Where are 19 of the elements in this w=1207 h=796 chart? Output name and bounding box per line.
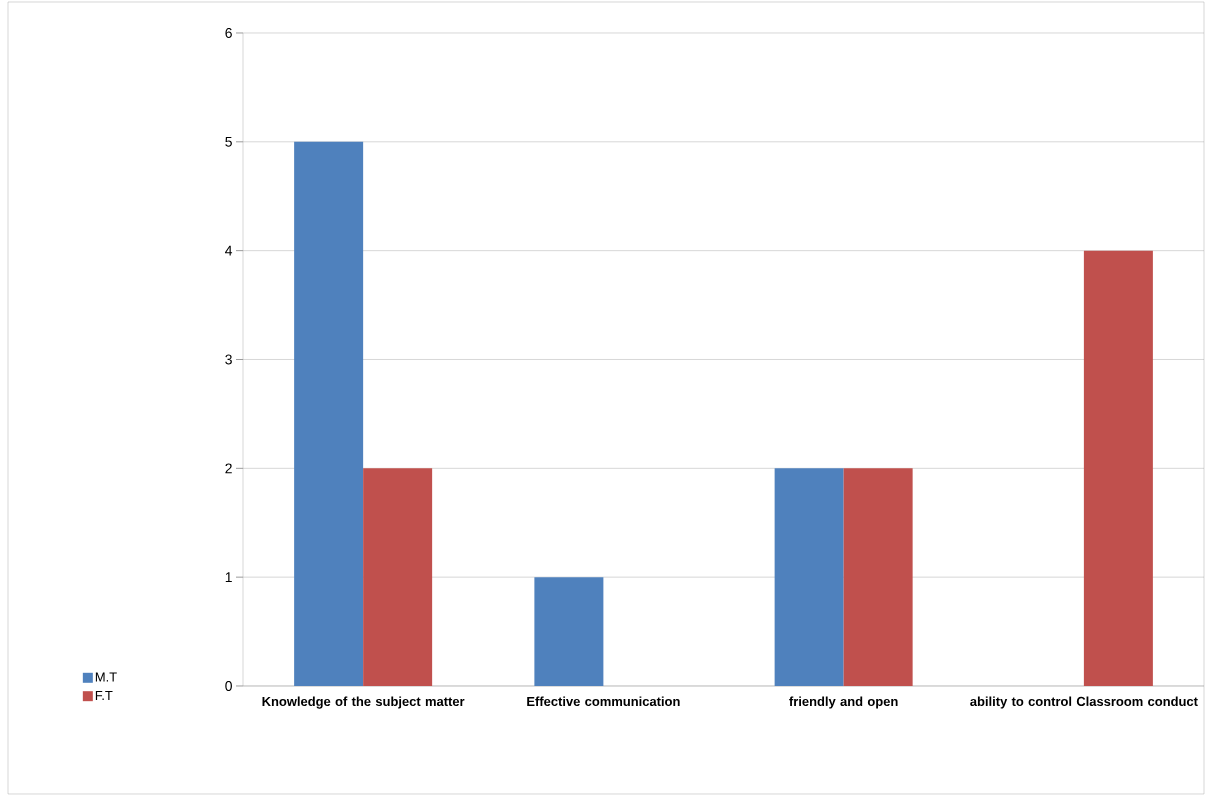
x-tick-label: Knowledge of the subject matter xyxy=(262,696,465,709)
x-tick-label: friendly and open xyxy=(789,696,898,709)
bar xyxy=(843,468,913,686)
y-tick-label: 1 xyxy=(225,572,232,582)
y-tick-label: 4 xyxy=(225,245,233,256)
x-tick-label: Effective communication xyxy=(527,696,680,707)
y-tick-label: 2 xyxy=(225,463,232,474)
bar xyxy=(363,468,433,686)
bar xyxy=(774,468,844,686)
bar xyxy=(294,141,364,686)
bar xyxy=(534,577,604,686)
legend-label: M.T xyxy=(95,672,117,682)
y-tick-label: 0 xyxy=(225,681,232,691)
legend-label: F.T xyxy=(95,690,113,700)
bar xyxy=(1083,250,1153,686)
x-tick-label: ability to control Classroom conduct xyxy=(970,696,1198,709)
y-tick-label: 6 xyxy=(225,28,232,38)
y-tick-label: 3 xyxy=(225,354,232,365)
y-tick-label: 5 xyxy=(225,136,232,147)
